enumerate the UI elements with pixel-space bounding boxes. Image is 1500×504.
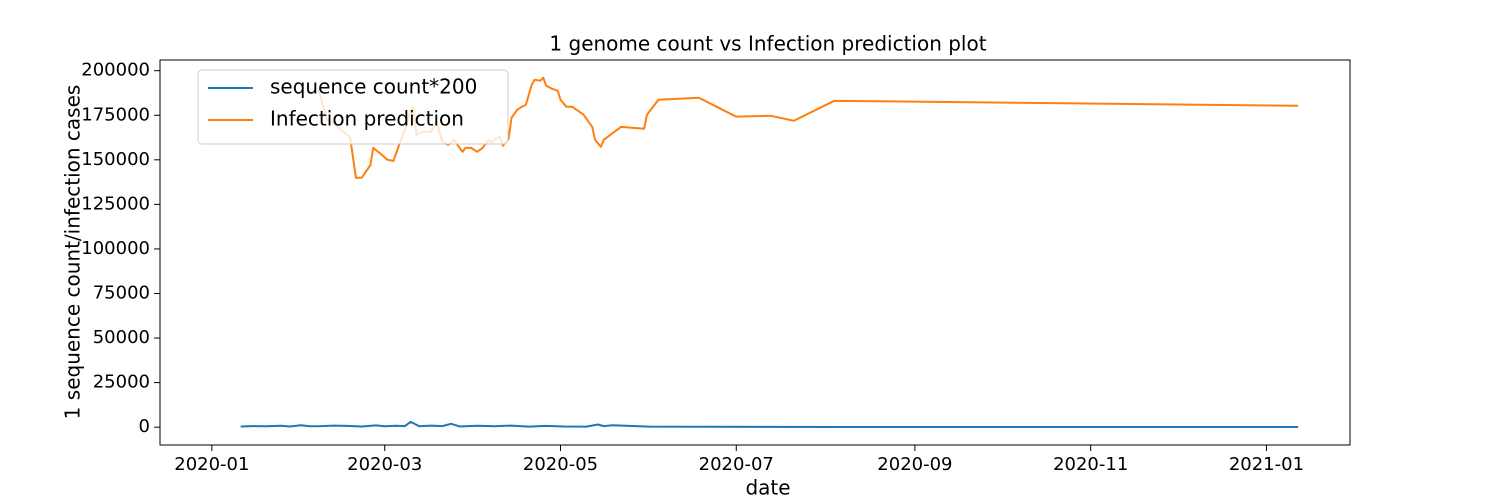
y-tick-label: 200000 <box>81 60 150 81</box>
y-tick-label: 0 <box>139 416 150 437</box>
legend-label: sequence count*200 <box>270 75 477 99</box>
y-axis-label: 1 sequence count/infection cases <box>61 85 85 420</box>
x-tick-label: 2020-03 <box>347 454 422 475</box>
x-tick-label: 2020-11 <box>1053 454 1128 475</box>
legend: sequence count*200 Infection prediction <box>197 69 509 145</box>
y-tick-label: 100000 <box>81 238 150 259</box>
x-tick-label: 2021-01 <box>1229 454 1304 475</box>
y-tick-label: 75000 <box>93 282 150 303</box>
y-tick-label: 125000 <box>81 193 150 214</box>
chart-title: 1 genome count vs Infection prediction p… <box>549 32 986 56</box>
x-tick-label: 2020-09 <box>877 454 952 475</box>
y-tick-label: 175000 <box>81 104 150 125</box>
x-tick-label: 2020-05 <box>523 454 598 475</box>
plot-frame <box>159 59 1351 446</box>
y-tick-label: 25000 <box>93 372 150 393</box>
y-tick-label: 150000 <box>81 149 150 170</box>
x-tick-label: 2020-01 <box>174 454 249 475</box>
legend-label: Infection prediction <box>270 107 464 131</box>
y-tick-label: 50000 <box>93 327 150 348</box>
legend-box <box>197 69 509 145</box>
x-axis-label: date <box>745 476 790 500</box>
series-line <box>240 420 1299 428</box>
x-tick-label: 2020-07 <box>699 454 774 475</box>
